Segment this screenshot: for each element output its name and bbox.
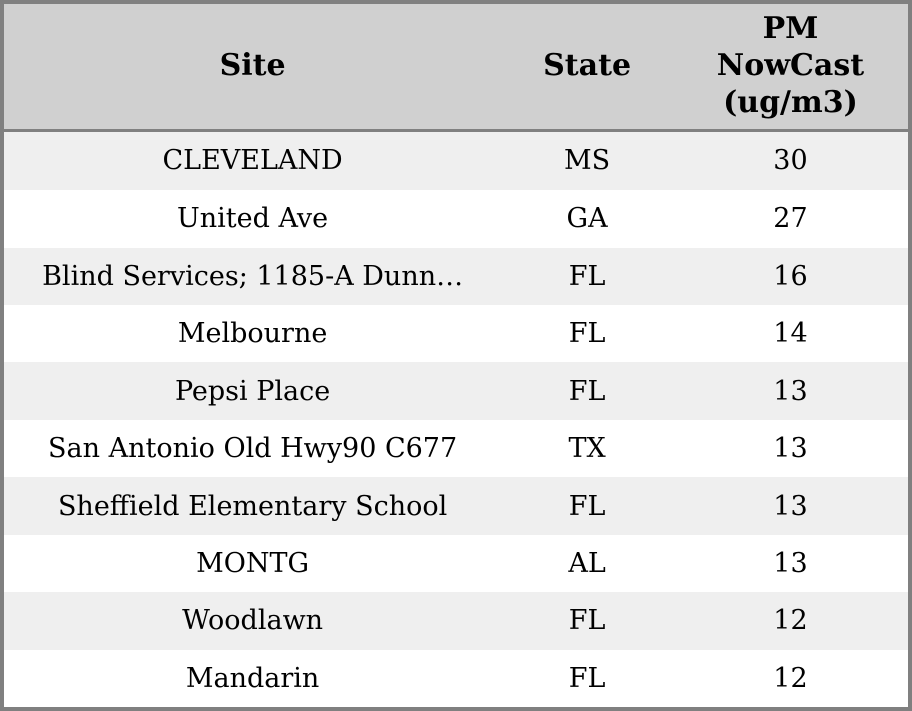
- table-row: United Ave GA 27: [4, 190, 908, 248]
- state-cell: FL: [568, 375, 606, 407]
- pm-nowcast-cell: 13: [773, 490, 808, 522]
- table-row: MONTG AL 13: [4, 534, 908, 593]
- table-row: Mandarin FL 12: [4, 649, 908, 707]
- state-cell: FL: [568, 260, 606, 292]
- table-row: Pepsi Place FL 13: [4, 362, 908, 420]
- state-cell: FL: [568, 490, 606, 522]
- pm-nowcast-cell: 16: [773, 260, 808, 292]
- state-cell: GA: [566, 203, 608, 235]
- pm-nowcast-table: Site State PM NowCast (ug/m3) CLEVELAND …: [4, 4, 908, 707]
- site-cell: Woodlawn: [182, 605, 324, 637]
- site-cell: Pepsi Place: [174, 375, 331, 407]
- pm-nowcast-cell: 30: [773, 145, 808, 177]
- table-row: San Antonio Old Hwy90 C677 TX 13: [4, 419, 908, 478]
- table-row: Woodlawn FL 12: [4, 592, 908, 650]
- column-header-pm-nowcast-label: PM NowCast (ug/m3): [716, 11, 865, 120]
- table-header: Site State PM NowCast (ug/m3): [4, 4, 908, 132]
- pm-nowcast-cell: 14: [773, 318, 808, 350]
- site-cell: Mandarin: [185, 662, 320, 694]
- site-cell: CLEVELAND: [162, 145, 343, 177]
- state-cell: FL: [568, 605, 606, 637]
- column-header-state: State: [501, 4, 673, 132]
- site-cell: Melbourne: [177, 318, 328, 350]
- state-cell: FL: [568, 318, 606, 350]
- site-cell: United Ave: [177, 203, 329, 235]
- site-cell: Sheffield Elementary School: [57, 490, 448, 522]
- pm-nowcast-cell: 13: [773, 547, 808, 579]
- column-header-site: Site: [4, 4, 502, 132]
- table-row: CLEVELAND MS 30: [4, 130, 908, 191]
- site-cell: MONTG: [196, 547, 310, 579]
- state-cell: FL: [568, 662, 606, 694]
- pm-nowcast-cell: 12: [773, 605, 808, 637]
- pm-nowcast-cell: 27: [773, 203, 808, 235]
- table-row: Sheffield Elementary School FL 13: [4, 477, 908, 535]
- site-cell: Blind Services; 1185-A Dunn…: [42, 260, 464, 292]
- table-row: Blind Services; 1185-A Dunn… FL 16: [4, 247, 908, 306]
- state-cell: TX: [568, 433, 606, 465]
- header-row: Site State PM NowCast (ug/m3): [4, 4, 908, 132]
- column-header-pm-nowcast: PM NowCast (ug/m3): [672, 4, 908, 132]
- state-cell: MS: [564, 145, 611, 177]
- state-cell: AL: [568, 547, 606, 579]
- site-cell: San Antonio Old Hwy90 C677: [48, 433, 458, 465]
- pm-nowcast-cell: 13: [773, 375, 808, 407]
- table-row: Melbourne FL 14: [4, 305, 908, 363]
- pm-nowcast-cell: 12: [773, 662, 808, 694]
- table-body: CLEVELAND MS 30 United Ave GA 27 Blind S…: [4, 130, 908, 707]
- pm-nowcast-cell: 13: [773, 433, 808, 465]
